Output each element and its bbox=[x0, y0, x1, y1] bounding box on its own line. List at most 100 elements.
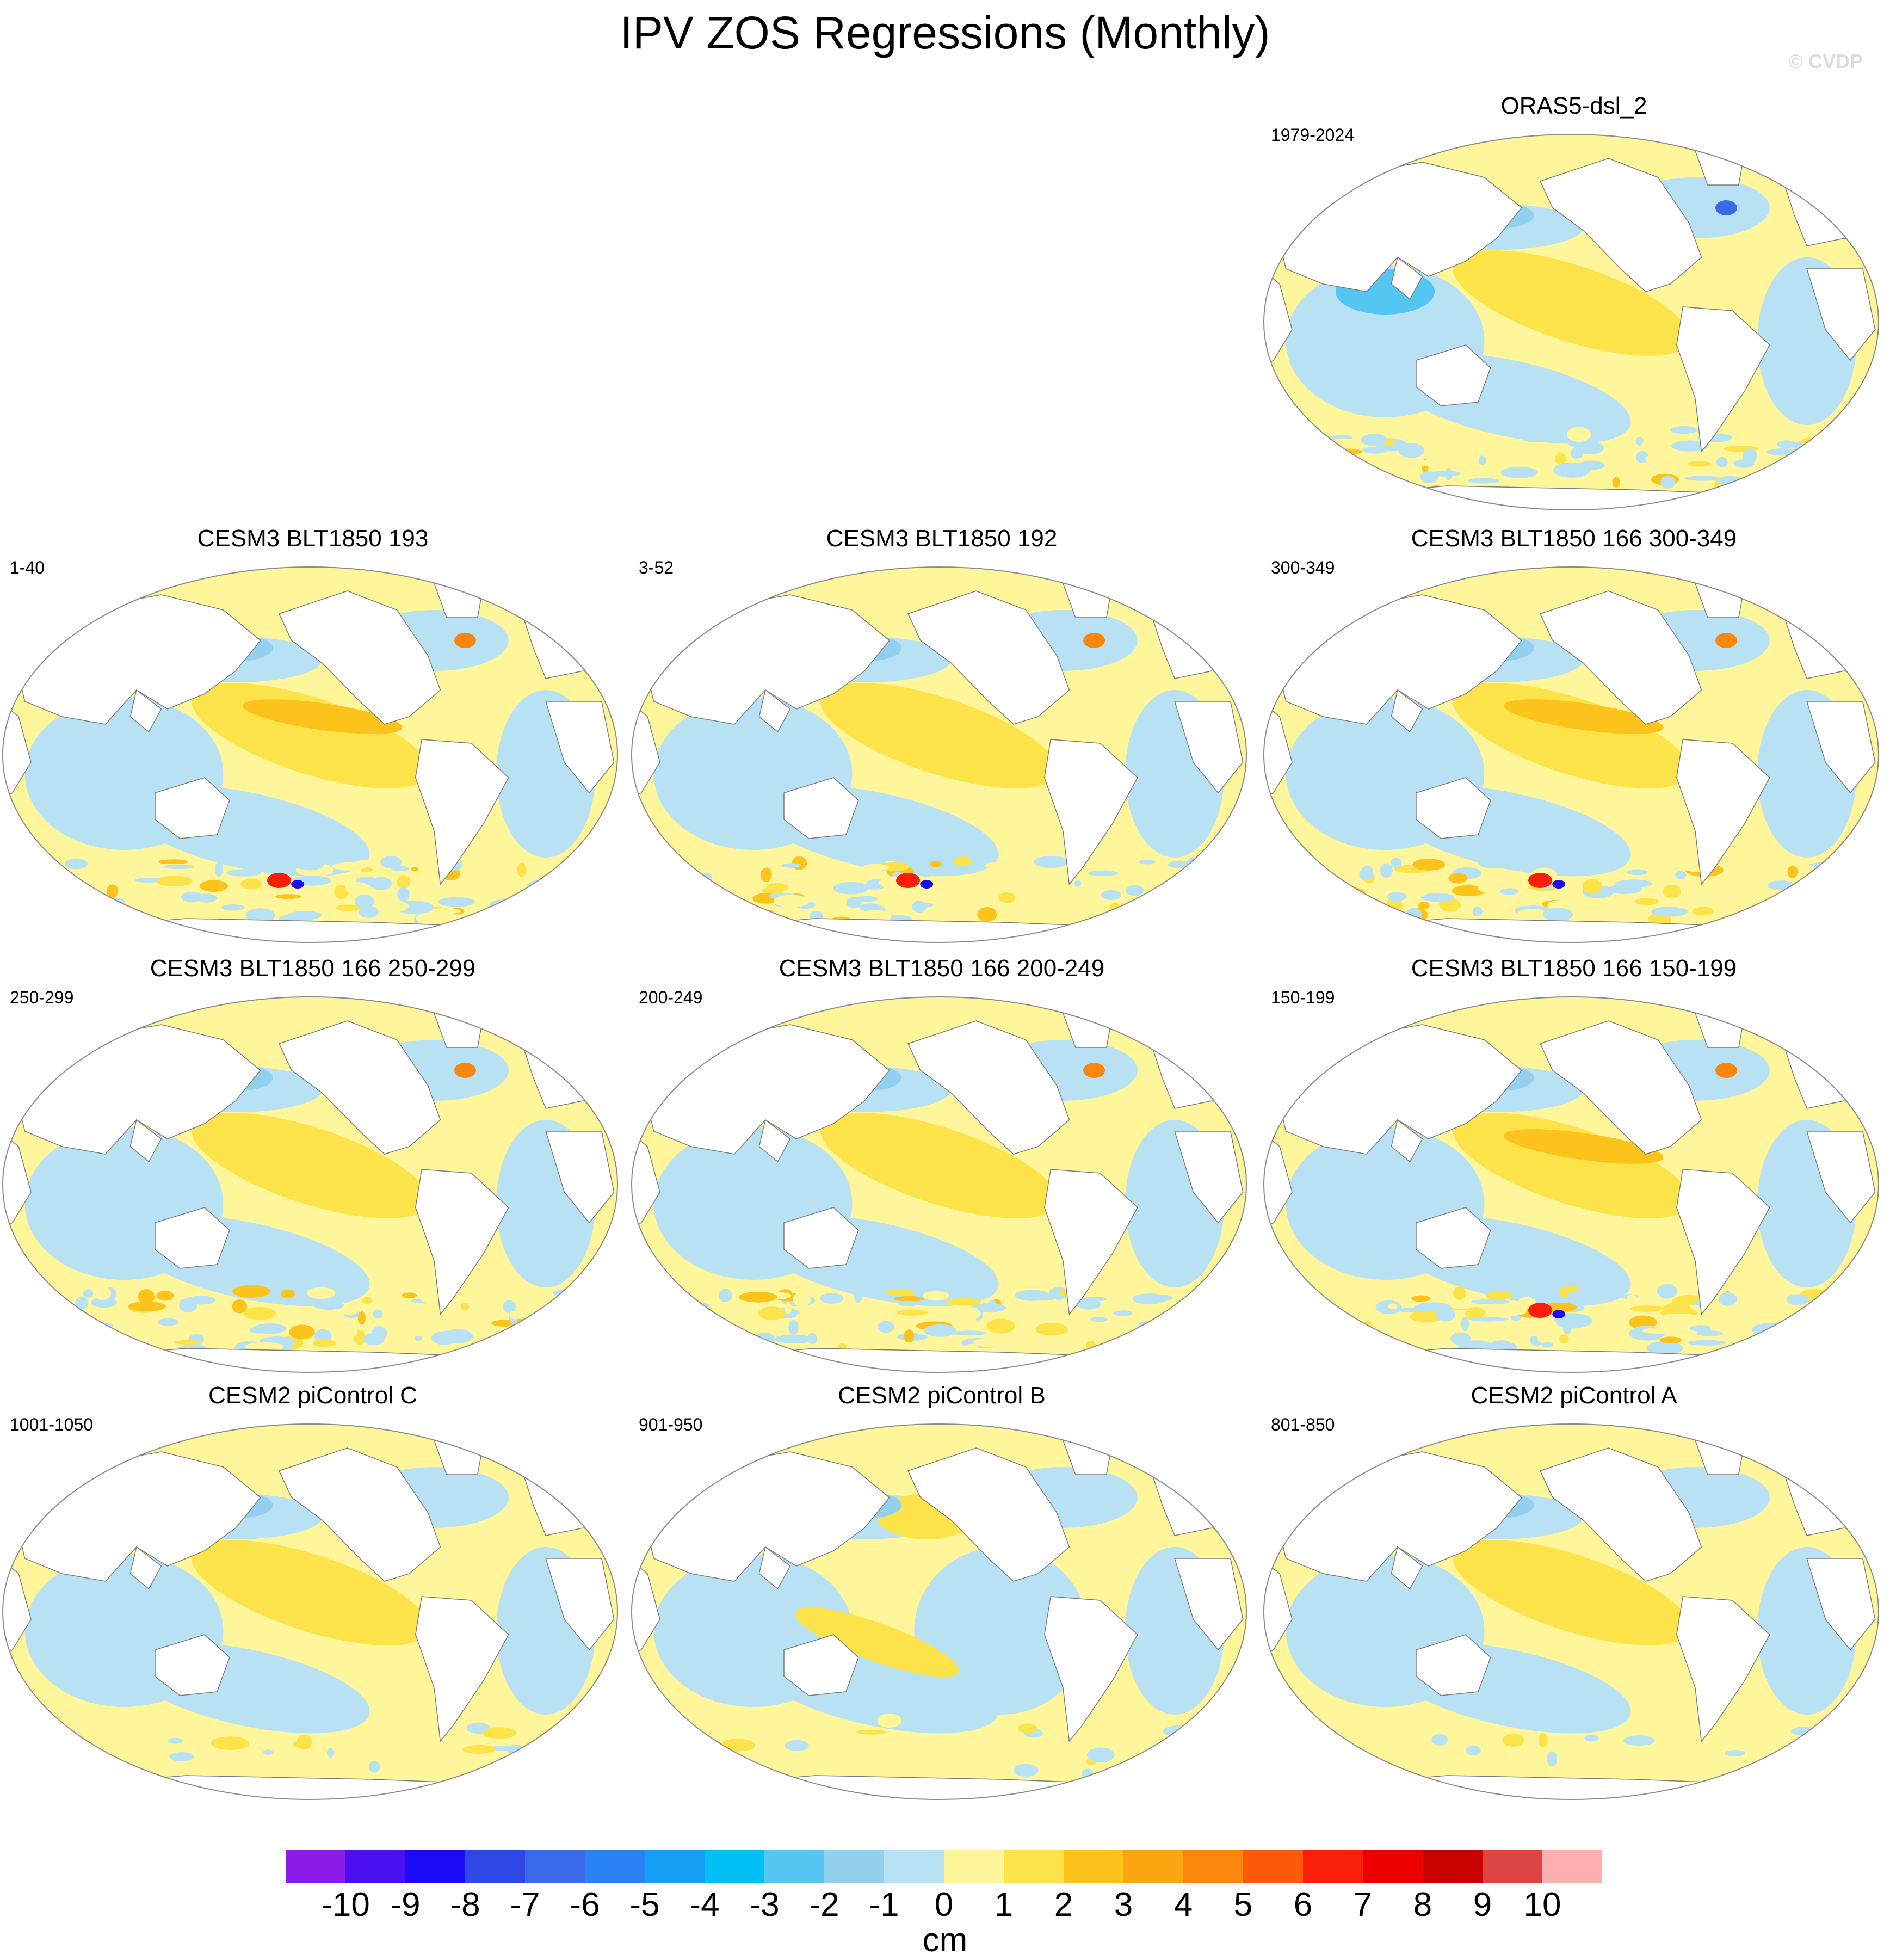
land-africaW bbox=[632, 700, 660, 802]
land-antarctica bbox=[1310, 1348, 1832, 1372]
land-australia bbox=[783, 1207, 859, 1269]
colorbar-tick-label: -9 bbox=[390, 1886, 421, 1924]
colorbar-tick-label: 7 bbox=[1353, 1886, 1373, 1924]
colorbar-tick-label: -1 bbox=[869, 1886, 899, 1924]
land-australia bbox=[155, 1207, 230, 1269]
map-outline bbox=[631, 1423, 1247, 1800]
panel-title: CESM3 BLT1850 193 bbox=[197, 525, 429, 552]
land-africaW bbox=[3, 700, 32, 802]
colorbar-units: cm bbox=[922, 1921, 968, 1959]
robinson-map bbox=[631, 566, 1247, 943]
land-africaE bbox=[1174, 701, 1244, 794]
land-antarctica bbox=[49, 1775, 571, 1799]
panel-years: 1979-2024 bbox=[1271, 125, 1355, 145]
colorbar-swatch bbox=[1123, 1850, 1184, 1883]
colorbar-tick-label: 0 bbox=[934, 1886, 954, 1924]
colorbar-swatch bbox=[1303, 1850, 1363, 1883]
robinson-map bbox=[1263, 566, 1879, 943]
panel-title: CESM3 BLT1850 166 250-299 bbox=[150, 955, 476, 982]
land-antarctica bbox=[678, 1775, 1200, 1799]
panel-years: 3-52 bbox=[639, 558, 674, 577]
map-panel: CESM2 piControl C 1001-1050 bbox=[0, 1382, 626, 1812]
land-seasia bbox=[1391, 689, 1423, 733]
land-africaW bbox=[1264, 1557, 1293, 1659]
colorbar-swatch bbox=[645, 1850, 705, 1883]
land-antarctica bbox=[1310, 918, 1832, 942]
land-samerica bbox=[415, 739, 509, 885]
land-samerica bbox=[1044, 1596, 1138, 1742]
colorbar-tick-label: 9 bbox=[1473, 1886, 1492, 1924]
colorbar-swatches bbox=[286, 1850, 1602, 1883]
colorbar-tick-label: 2 bbox=[1054, 1886, 1073, 1924]
colorbar-swatch bbox=[824, 1850, 885, 1883]
colorbar-tick-label: -3 bbox=[749, 1886, 780, 1924]
colorbar-tick-label: -8 bbox=[450, 1886, 480, 1924]
panel-title: CESM2 piControl C bbox=[208, 1382, 417, 1409]
map-outline bbox=[1263, 1423, 1879, 1800]
land-africaW bbox=[3, 1557, 32, 1659]
map-panel: CESM3 BLT1850 192 3-52 bbox=[629, 525, 1255, 955]
land-namerica bbox=[278, 1020, 441, 1155]
panel-title: CESM2 piControl A bbox=[1471, 1382, 1677, 1409]
colorbar-tick-label: -5 bbox=[629, 1886, 660, 1924]
land-antarctica bbox=[678, 1348, 1200, 1372]
map-outline bbox=[1263, 996, 1879, 1373]
map-outline bbox=[1263, 566, 1879, 943]
land-antarctica bbox=[49, 1348, 571, 1372]
land-australia bbox=[1416, 777, 1491, 839]
colorbar-tick-label: 10 bbox=[1523, 1886, 1561, 1924]
land-australia bbox=[155, 777, 230, 839]
land-namerica bbox=[1539, 1447, 1702, 1582]
panel-years: 1-40 bbox=[10, 558, 45, 577]
colorbar-swatch bbox=[1004, 1850, 1064, 1883]
panel-title: CESM3 BLT1850 166 150-199 bbox=[1411, 955, 1737, 982]
colorbar-swatch bbox=[944, 1850, 1004, 1883]
colorbar-swatch bbox=[764, 1850, 825, 1883]
colorbar-swatch bbox=[286, 1850, 346, 1883]
land-seasia bbox=[1391, 256, 1423, 300]
land-australia bbox=[1416, 1634, 1491, 1696]
panel-years: 1001-1050 bbox=[10, 1415, 94, 1434]
land-namerica bbox=[1539, 1020, 1702, 1155]
colorbar-swatch bbox=[1363, 1850, 1423, 1883]
land-samerica bbox=[1676, 739, 1770, 885]
land-seasia bbox=[758, 1119, 791, 1163]
land-africaW bbox=[3, 1130, 32, 1231]
land-africaE bbox=[545, 1558, 615, 1651]
colorbar-swatch bbox=[405, 1850, 466, 1883]
colorbar-tick-label: 1 bbox=[994, 1886, 1014, 1924]
panel-years: 150-199 bbox=[1271, 988, 1335, 1007]
map-panel: CESM3 BLT1850 166 300-349 300-349 bbox=[1261, 525, 1887, 955]
land-samerica bbox=[1676, 306, 1770, 453]
land-antarctica bbox=[49, 918, 571, 942]
land-australia bbox=[783, 777, 859, 839]
map-panel: CESM3 BLT1850 193 1-40 bbox=[0, 525, 626, 955]
land-africaE bbox=[1174, 1558, 1244, 1651]
colorbar-tick-label: -10 bbox=[321, 1886, 370, 1924]
colorbar-tick-label: 6 bbox=[1293, 1886, 1313, 1924]
map-panel: CESM2 piControl A 801-850 bbox=[1261, 1382, 1887, 1812]
land-seasia bbox=[758, 1546, 791, 1590]
colorbar-tick-label: 5 bbox=[1233, 1886, 1253, 1924]
panel-title: CESM3 BLT1850 192 bbox=[826, 525, 1058, 552]
map-outline bbox=[2, 996, 618, 1373]
land-africaE bbox=[1806, 1131, 1876, 1224]
map-panel: CESM3 BLT1850 166 200-249 200-249 bbox=[629, 955, 1255, 1385]
land-australia bbox=[155, 1634, 230, 1696]
robinson-map bbox=[631, 996, 1247, 1373]
robinson-map bbox=[2, 996, 618, 1373]
colorbar-tick-label: 8 bbox=[1413, 1886, 1432, 1924]
map-outline bbox=[2, 1423, 618, 1800]
land-antarctica bbox=[1310, 1775, 1832, 1799]
colorbar-tick-label: 4 bbox=[1173, 1886, 1193, 1924]
panel-years: 801-850 bbox=[1271, 1415, 1335, 1434]
land-seasia bbox=[129, 1546, 162, 1590]
colorbar-tick-label: 3 bbox=[1114, 1886, 1133, 1924]
robinson-map bbox=[1263, 996, 1879, 1373]
colorbar-tick-label: -6 bbox=[570, 1886, 600, 1924]
watermark: © CVDP bbox=[1788, 50, 1863, 72]
land-africaE bbox=[1806, 701, 1876, 794]
colorbar-swatch bbox=[1064, 1850, 1124, 1883]
map-panel: ORAS5-dsl_2 1979-2024 bbox=[1261, 93, 1887, 522]
panel-years: 200-249 bbox=[639, 988, 703, 1007]
